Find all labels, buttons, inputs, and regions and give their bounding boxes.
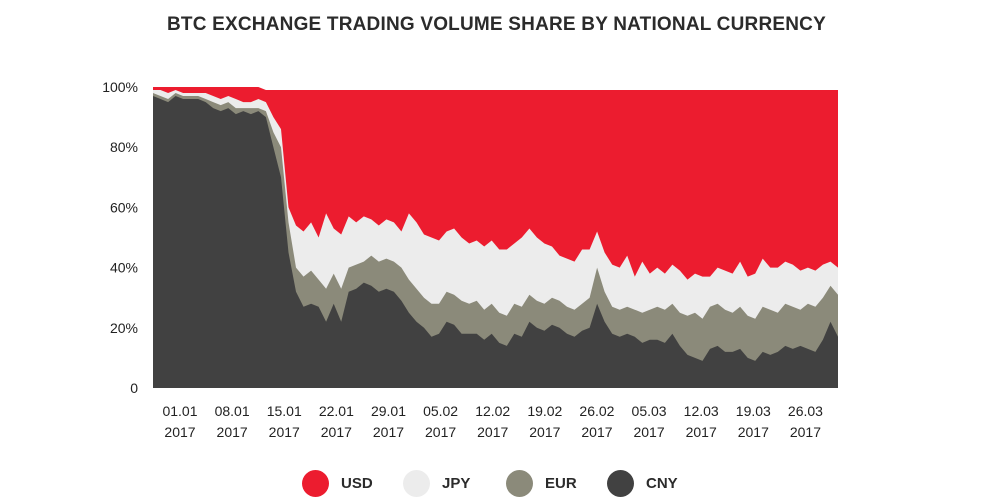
legend-item-usd: USD — [302, 468, 373, 498]
x-tick-year: 2017 — [790, 424, 821, 440]
y-tick-label: 0 — [130, 380, 138, 396]
series-areas — [153, 87, 838, 388]
x-tick-label: 22.01 2017 — [319, 403, 354, 440]
x-tick-label: 19.03 2017 — [736, 403, 771, 440]
x-tick-year: 2017 — [217, 424, 248, 440]
x-tick-year: 2017 — [321, 424, 352, 440]
y-tick-label: 80% — [110, 139, 138, 155]
y-tick-label: 60% — [110, 199, 138, 215]
x-tick-year: 2017 — [581, 424, 612, 440]
x-tick-date: 19.02 — [527, 403, 562, 419]
x-tick-year: 2017 — [686, 424, 717, 440]
x-axis: 01.01201708.01201715.01201722.01201729.0… — [162, 403, 823, 440]
x-tick-label: 26.03 2017 — [788, 403, 823, 440]
legend: USD JPY EUR CNY — [0, 468, 993, 498]
x-tick-label: 01.01 2017 — [162, 403, 197, 440]
x-tick-label: 12.03 2017 — [684, 403, 719, 440]
y-tick-label: 20% — [110, 320, 138, 336]
y-tick-label: 100% — [102, 79, 138, 95]
x-tick-label: 05.03 2017 — [632, 403, 667, 440]
x-tick-label: 29.01 2017 — [371, 403, 406, 440]
x-tick-year: 2017 — [633, 424, 664, 440]
x-tick-year: 2017 — [164, 424, 195, 440]
x-tick-label: 15.01 2017 — [267, 403, 302, 440]
x-tick-label: 19.02 2017 — [527, 403, 562, 440]
legend-swatch-eur — [506, 469, 533, 497]
legend-label-eur: EUR — [545, 474, 577, 492]
x-tick-date: 05.03 — [632, 403, 667, 419]
x-tick-date: 26.03 — [788, 403, 823, 419]
legend-item-jpy: JPY — [403, 468, 470, 498]
x-tick-date: 08.01 — [215, 403, 250, 419]
x-tick-label: 08.01 2017 — [215, 403, 250, 440]
x-tick-label: 12.02 2017 — [475, 403, 510, 440]
x-tick-year: 2017 — [269, 424, 300, 440]
x-tick-label: 26.02 2017 — [579, 403, 614, 440]
legend-item-eur: EUR — [506, 468, 577, 498]
area-eur — [153, 93, 838, 388]
x-tick-date: 01.01 — [162, 403, 197, 419]
area-cny — [153, 96, 838, 388]
x-tick-year: 2017 — [529, 424, 560, 440]
x-tick-date: 29.01 — [371, 403, 406, 419]
y-tick-label: 40% — [110, 260, 138, 276]
legend-label-jpy: JPY — [442, 474, 471, 492]
legend-swatch-jpy — [403, 469, 430, 497]
x-tick-date: 12.02 — [475, 403, 510, 419]
chart-title: BTC EXCHANGE TRADING VOLUME SHARE BY NAT… — [167, 14, 826, 35]
x-tick-year: 2017 — [477, 424, 508, 440]
x-tick-year: 2017 — [738, 424, 769, 440]
legend-item-cny: CNY — [607, 468, 678, 498]
x-tick-date: 26.02 — [579, 403, 614, 419]
x-tick-date: 05.02 — [423, 403, 458, 419]
x-tick-year: 2017 — [373, 424, 404, 440]
y-axis: 0 20% 40% 60% 80% 100% — [102, 79, 138, 396]
legend-swatch-cny — [607, 469, 634, 497]
x-tick-date: 22.01 — [319, 403, 354, 419]
x-tick-date: 15.01 — [267, 403, 302, 419]
legend-swatch-usd — [302, 469, 329, 497]
legend-label-cny: CNY — [646, 474, 678, 492]
x-tick-date: 12.03 — [684, 403, 719, 419]
x-tick-label: 05.02 2017 — [423, 403, 458, 440]
x-tick-date: 19.03 — [736, 403, 771, 419]
x-tick-year: 2017 — [425, 424, 456, 440]
legend-label-usd: USD — [341, 474, 373, 492]
